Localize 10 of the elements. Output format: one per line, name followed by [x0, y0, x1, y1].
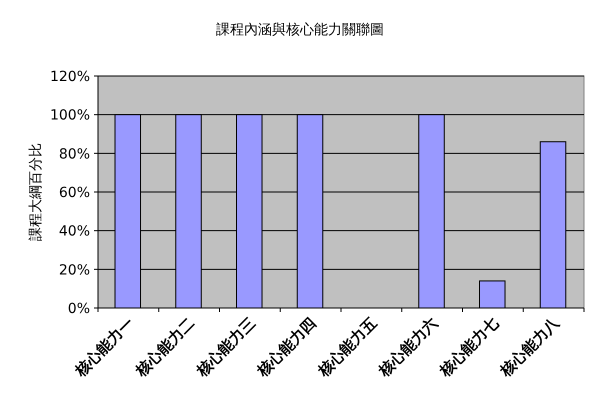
y-tick-label: 40%	[58, 224, 90, 240]
y-tick-label: 80%	[58, 146, 90, 162]
y-tick-label: 100%	[50, 108, 90, 124]
y-tick-label: 60%	[58, 185, 90, 201]
y-tick-label: 0%	[68, 301, 90, 317]
y-tick-label: 20%	[58, 262, 90, 278]
y-tick-label: 120%	[50, 69, 90, 85]
y-axis-title: 課程大綱百分比	[28, 143, 44, 241]
bar	[479, 280, 506, 308]
chart-title: 課程內涵與核心能力關聯圖	[216, 22, 384, 38]
